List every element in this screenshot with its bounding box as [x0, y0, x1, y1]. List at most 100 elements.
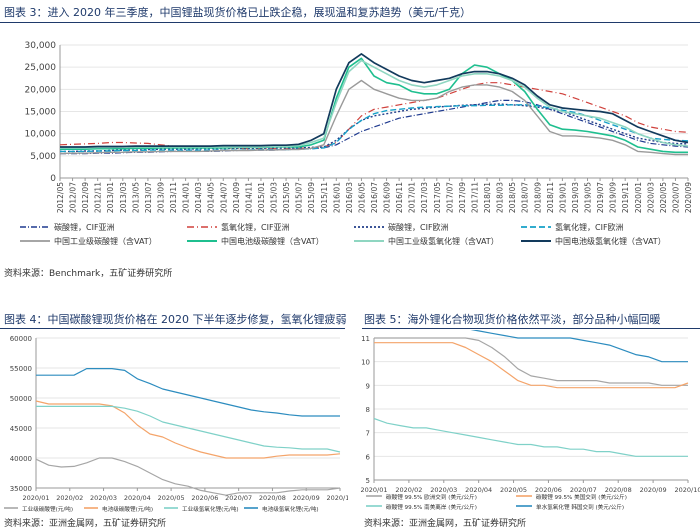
- x-tick-label: 2020/07: [225, 494, 252, 502]
- x-tick-label: 2020/07: [570, 486, 597, 494]
- y-tick-label: 20,000: [25, 85, 57, 95]
- series-line-4: [36, 367, 340, 417]
- legend-label: 碳酸锂，CIF亚洲: [54, 222, 115, 232]
- y-tick-label: 60000: [10, 335, 32, 343]
- x-tick-label: 2020/01: [634, 182, 643, 213]
- x-tick-label: 2019/09: [609, 182, 618, 213]
- x-tick-label: 2020/08: [605, 486, 632, 494]
- x-tick-label: 2020/10: [674, 486, 700, 494]
- figure4-title-rule: [0, 328, 345, 329]
- x-tick-label: 2020/06: [535, 486, 562, 494]
- series-line-3: [373, 417, 688, 457]
- series-line-6: [60, 57, 688, 154]
- x-tick-label: 2020/04: [465, 486, 492, 494]
- series-line-7: [60, 59, 689, 149]
- x-tick-label: 2018/03: [496, 182, 505, 213]
- x-tick-label: 2017/03: [420, 182, 429, 213]
- x-tick-label: 2020/06: [191, 494, 218, 502]
- legend-label: 氢氧化锂，CIF亚洲: [221, 222, 290, 232]
- legend-label: 中国电池级碳酸锂（含VAT）: [221, 236, 324, 246]
- figure5-source: 资料来源：亚洲金属网，五矿证券研究所: [364, 519, 527, 529]
- figure3-source: 资料来源：Benchmark，五矿证券研究所: [4, 269, 173, 279]
- x-tick-label: 2020/01: [22, 494, 49, 502]
- y-tick-label: 8: [366, 406, 370, 414]
- x-tick-label: 2020/05: [659, 182, 668, 213]
- y-tick-label: 9: [366, 382, 370, 390]
- series-line-4: [470, 330, 688, 363]
- legend-label: 碳酸锂，CIF欧洲: [388, 222, 449, 232]
- x-tick-label: 2016/07: [370, 182, 379, 213]
- y-tick-label: 6: [366, 453, 371, 461]
- x-tick-label: 2012/05: [56, 182, 65, 213]
- series-line-1: [374, 337, 688, 386]
- figure4-title: 图表 4：中国碳酸锂现货价格在 2020 下半年逐步修复，氢氧化锂疲弱: [4, 313, 347, 326]
- y-tick-label: 45000: [10, 425, 32, 433]
- x-tick-label: 2015/09: [307, 182, 316, 213]
- x-tick-label: 2015/01: [257, 182, 266, 213]
- x-tick-label: 2014/05: [207, 182, 216, 213]
- x-tick-label: 2013/05: [131, 182, 140, 213]
- x-tick-label: 2012/09: [81, 182, 90, 213]
- x-tick-label: 2016/03: [345, 182, 354, 213]
- x-tick-label: 2020/05: [158, 494, 185, 502]
- y-tick-label: 11: [361, 335, 370, 343]
- x-tick-label: 2013/09: [156, 182, 165, 213]
- x-tick-label: 2018/05: [508, 182, 517, 213]
- x-tick-label: 2017/09: [458, 182, 467, 213]
- legend-label: 工业级碳酸锂(元/吨): [22, 505, 73, 513]
- x-tick-label: 2019/05: [584, 182, 593, 213]
- x-tick-label: 2020/03: [90, 494, 117, 502]
- x-tick-label: 2016/01: [332, 182, 341, 213]
- figure5-title-rule: [362, 328, 700, 329]
- x-tick-label: 2017/05: [433, 182, 442, 213]
- x-tick-label: 2015/07: [295, 182, 304, 213]
- series-line-3: [36, 405, 341, 453]
- y-tick-label: 7: [366, 430, 370, 438]
- x-tick-label: 2014/11: [244, 182, 253, 213]
- x-tick-label: 2013/11: [169, 182, 178, 213]
- x-tick-label: 2020/09: [293, 494, 320, 502]
- x-tick-label: 2020/02: [56, 494, 83, 502]
- x-tick-label: 2020/09: [640, 486, 667, 494]
- x-tick-label: 2019/03: [571, 182, 580, 213]
- x-tick-label: 2018/07: [521, 182, 530, 213]
- x-tick-label: 2012/07: [69, 182, 78, 213]
- legend-label: 中国电池级氢氧化锂（含VAT）: [555, 236, 666, 246]
- figure5-chart: 5 6 7 8 9 10 11 2020/01 2020/02 2020/03 2020/04 202…: [360, 330, 700, 511]
- x-tick-label: 2020/07: [671, 182, 680, 213]
- x-tick-label: 2020/02: [395, 486, 422, 494]
- y-tick-label: 5: [366, 477, 370, 485]
- figure4-chart: 35000 40000 45000 50000 55000 60000 2020/01 202…: [4, 335, 348, 513]
- figure5-title: 图表 5：海外锂化合物现货价格依然平淡，部分品种小幅回暖: [364, 313, 661, 326]
- y-tick-label: 10,000: [25, 130, 57, 140]
- figure3-title-rule: [0, 22, 700, 23]
- legend-label: 工业级氢氧化锂(元/吨): [182, 505, 239, 513]
- x-tick-label: 2020/05: [500, 486, 527, 494]
- x-tick-label: 2016/11: [395, 182, 404, 213]
- y-tick-label: 0: [50, 174, 56, 184]
- y-tick-label: 50000: [10, 395, 32, 403]
- x-tick-label: 2013/01: [106, 182, 115, 213]
- x-tick-label: 2016/05: [357, 182, 366, 213]
- x-tick-label: 2019/11: [621, 182, 630, 213]
- x-tick-label: 2018/01: [483, 182, 492, 213]
- series-line-2: [35, 400, 341, 459]
- figure3-title: 图表 3：进入 2020 年三季度，中国锂盐现货价格已止跌企稳，展现温和复苏趋势…: [4, 6, 472, 19]
- x-tick-label: 2020/04: [124, 494, 151, 502]
- legend-label: 碳酸锂 99.5% 美国交到 (美元/公斤): [536, 493, 627, 501]
- x-tick-label: 2020/08: [259, 494, 286, 502]
- x-tick-label: 2014/03: [194, 182, 203, 213]
- legend-label: 单水氢氧化锂 韩国交到 (美元/公斤): [536, 503, 624, 511]
- x-tick-label: 2013/07: [144, 182, 153, 213]
- series-line-5: [59, 79, 688, 156]
- x-tick-label: 2012/11: [94, 182, 103, 213]
- y-tick-label: 5,000: [30, 152, 56, 162]
- x-tick-label: 2019/07: [596, 182, 605, 213]
- x-tick-label: 2017/07: [445, 182, 454, 213]
- legend-label: 中国工业级碳酸锂（含VAT）: [54, 236, 157, 246]
- x-tick-label: 2020/03: [646, 182, 655, 213]
- series-line-1: [35, 457, 341, 496]
- y-tick-label: 40000: [10, 455, 32, 463]
- y-tick-label: 55000: [10, 365, 32, 373]
- x-tick-label: 2020/03: [430, 486, 457, 494]
